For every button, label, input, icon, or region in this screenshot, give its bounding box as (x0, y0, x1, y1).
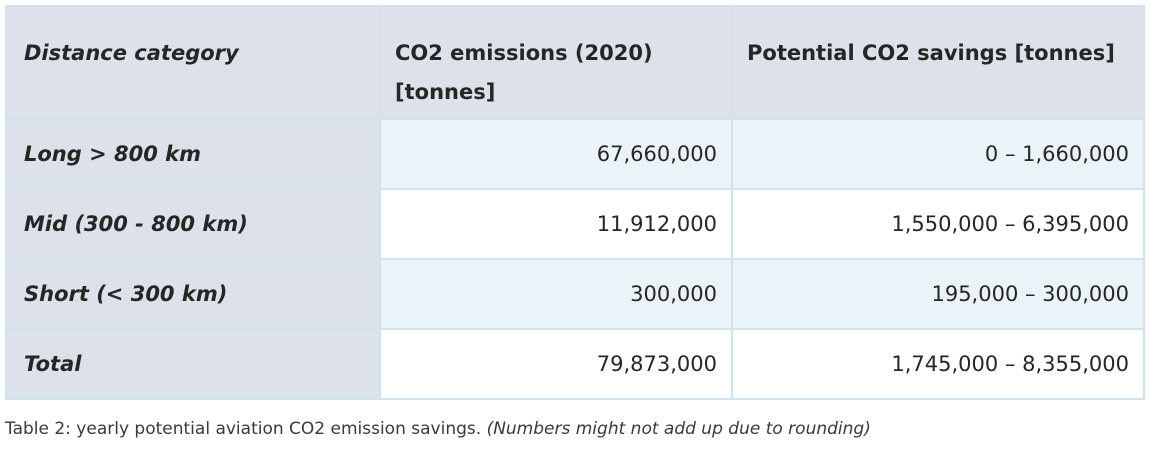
table-row: Long > 800 km 67,660,000 0 – 1,660,000 (5, 118, 1145, 190)
header-co2-emissions-line2: [tonnes] (395, 80, 496, 104)
header-co2-emissions-line1: CO2 emissions (2020) (395, 41, 653, 65)
caption-note: (Numbers might not add up due to roundin… (486, 419, 871, 439)
row-category: Total (5, 328, 381, 400)
table-row: Total 79,873,000 1,745,000 – 8,355,000 (5, 328, 1145, 400)
table-header-row: Distance category CO2 emissions (2020) [t… (5, 5, 1145, 120)
row-emissions: 11,912,000 (379, 188, 733, 260)
row-category: Long > 800 km (5, 118, 381, 190)
row-category: Short (< 300 km) (5, 258, 381, 330)
row-emissions: 300,000 (379, 258, 733, 330)
row-savings: 1,550,000 – 6,395,000 (731, 188, 1145, 260)
row-category: Mid (300 - 800 km) (5, 188, 381, 260)
header-potential-savings: Potential CO2 savings [tonnes] (731, 5, 1145, 120)
table-row: Short (< 300 km) 300,000 195,000 – 300,0… (5, 258, 1145, 330)
row-emissions: 67,660,000 (379, 118, 733, 190)
header-distance-category: Distance category (5, 5, 381, 120)
caption-text: Table 2: yearly potential aviation CO2 e… (5, 419, 482, 439)
row-savings: 1,745,000 – 8,355,000 (731, 328, 1145, 400)
row-savings: 0 – 1,660,000 (731, 118, 1145, 190)
header-co2-emissions: CO2 emissions (2020) [tonnes] (379, 5, 733, 120)
row-emissions: 79,873,000 (379, 328, 733, 400)
table-caption: Table 2: yearly potential aviation CO2 e… (5, 419, 871, 439)
emissions-table: Distance category CO2 emissions (2020) [t… (5, 5, 1145, 400)
table-row: Mid (300 - 800 km) 11,912,000 1,550,000 … (5, 188, 1145, 260)
row-savings: 195,000 – 300,000 (731, 258, 1145, 330)
